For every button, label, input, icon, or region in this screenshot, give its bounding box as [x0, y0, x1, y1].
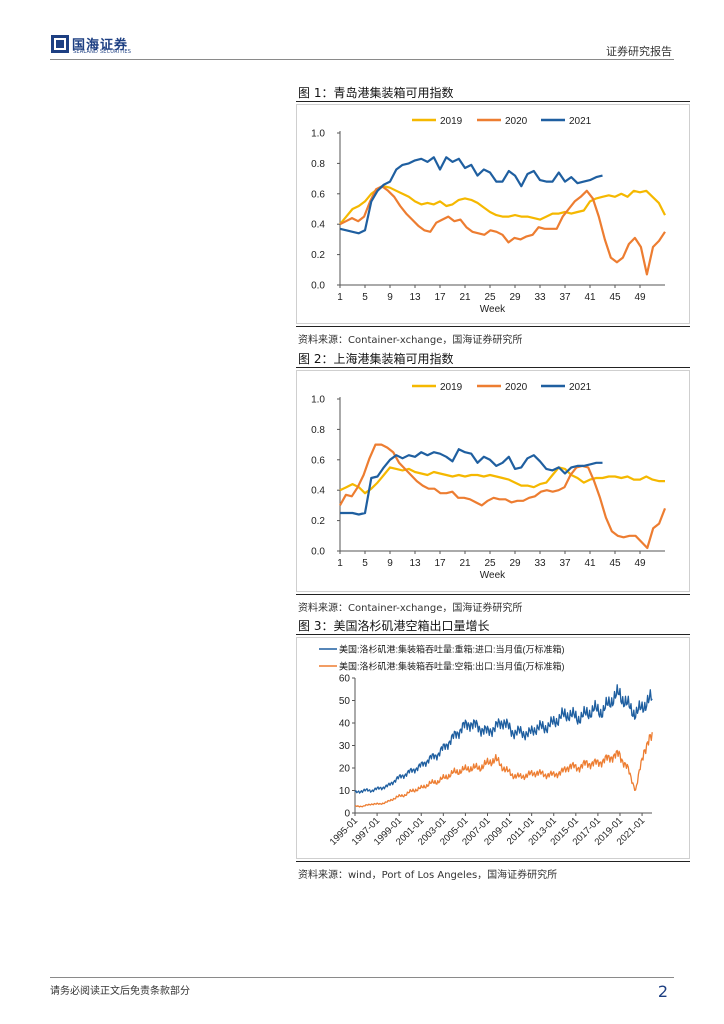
disclaimer-note: 请务必阅读正文后免责条款部分	[50, 986, 190, 997]
figure-3-title: 图 3：美国洛杉矶港空箱出口量增长	[298, 619, 490, 633]
fig2-y-tick-label: 0.0	[311, 547, 325, 558]
fig1-y-tick-label: 0.2	[311, 250, 325, 261]
fig3-y-tick-label: 0	[344, 809, 350, 820]
fig1-legend-label-2020: 2020	[505, 116, 528, 127]
fig2-x-tick-label: 41	[584, 558, 596, 569]
fig3-y-tick-label: 40	[339, 719, 351, 730]
fig1-y-tick-label: 0.4	[311, 220, 325, 231]
figure-2-chart-frame: 0.0 0.2 0.4 0.6 0.8 1.0 1 5 9 13 17 21 25 29 33 37 41 45 4…	[296, 370, 690, 592]
figure-1-top-rule	[296, 101, 690, 102]
fig1-x-tick-label: 25	[484, 292, 496, 303]
fig1-x-tick-label: 9	[387, 292, 393, 303]
fig2-x-tick-label: 49	[634, 558, 646, 569]
fig2-x-tick-label: 33	[534, 558, 546, 569]
fig2-x-tick-label: 17	[434, 558, 446, 569]
fig1-x-tick-label: 29	[509, 292, 521, 303]
fig1-x-tick-label: 17	[434, 292, 446, 303]
figure-1-bottom-rule	[296, 326, 690, 327]
fig2-x-tick-label: 9	[387, 558, 393, 569]
fig1-x-axis-title: Week	[480, 304, 506, 315]
figure-2-bottom-rule	[296, 594, 690, 595]
fig2-y-tick-label: 0.4	[311, 486, 325, 497]
fig2-x-tick-label: 13	[409, 558, 421, 569]
fig2-series-2021	[340, 448, 603, 516]
fig2-legend-label-2019: 2019	[440, 382, 463, 393]
fig3-series-1	[354, 732, 653, 808]
fig1-x-tick-label: 49	[634, 292, 646, 303]
fig2-y-tick-label: 0.8	[311, 425, 325, 436]
fig2-x-tick-label: 5	[362, 558, 368, 569]
fig1-series-2021	[339, 156, 603, 235]
fig1-y-tick-label: 0.8	[311, 159, 325, 170]
fig2-legend-label-2020: 2020	[505, 382, 528, 393]
header-divider	[50, 59, 674, 60]
fig2-x-tick-label: 25	[484, 558, 496, 569]
brand-logo: 国海证券 SEALAND SECURITIES	[50, 34, 150, 56]
report-type-label: 证券研究报告	[606, 45, 672, 58]
fig1-x-tick-label: 5	[362, 292, 368, 303]
fig3-y-tick-label: 30	[339, 741, 351, 752]
figure-3-top-rule	[296, 634, 690, 635]
fig1-y-tick-label: 0.6	[311, 189, 325, 200]
fig2-x-tick-label: 1	[337, 558, 343, 569]
figure-1-chart-frame: 0.0 0.2 0.4 0.6 0.8 1.0 1 5 9 13 17 21 25 29 33 37 41 45 4…	[296, 104, 690, 324]
logo-text: 国海证券	[72, 38, 129, 53]
fig2-legend-label-2021: 2021	[569, 382, 592, 393]
fig1-x-tick-label: 21	[459, 292, 471, 303]
fig1-legend-label-2021: 2021	[569, 116, 592, 127]
footer-divider	[50, 977, 674, 978]
figure-1-title: 图 1：青岛港集装箱可用指数	[298, 86, 454, 100]
fig2-series-2020	[339, 443, 667, 550]
fig1-series-2019	[339, 185, 666, 225]
fig3-legend-label-0: 美国:洛杉矶港:集装箱吞吐量:重箱:进口:当月值(万标准箱)	[339, 644, 565, 655]
page-number: 2	[657, 982, 668, 1001]
fig2-x-tick-label: 29	[509, 558, 521, 569]
fig2-series-2019	[339, 466, 665, 495]
figure-2-top-rule	[296, 367, 690, 368]
fig3-y-tick-label: 50	[339, 696, 351, 707]
fig1-series-2020	[339, 185, 666, 276]
fig1-legend-label-2019: 2019	[440, 116, 463, 127]
figure-3-chart-frame: 0 10 20 30 40 50 60 1995-01 1997-01 1999-01 2001-0…	[296, 637, 690, 859]
figure-1-source: 资料来源：Container-xchange，国海证券研究所	[298, 335, 523, 346]
fig2-x-tick-label: 45	[609, 558, 621, 569]
seal-icon	[51, 35, 69, 53]
fig3-legend-label-1: 美国:洛杉矶港:集装箱吞吐量:空箱:出口:当月值(万标准箱)	[339, 661, 565, 672]
fig2-x-axis-title: Week	[480, 570, 506, 581]
fig1-x-tick-label: 37	[559, 292, 571, 303]
fig2-x-tick-label: 37	[559, 558, 571, 569]
fig1-x-tick-label: 1	[337, 292, 343, 303]
la-port-container-chart: 01020304050601995-011997-011999-012001-0…	[319, 644, 653, 848]
fig1-y-tick-label: 0.0	[311, 281, 325, 292]
figure-3-bottom-rule	[296, 861, 690, 862]
fig1-x-tick-label: 41	[584, 292, 596, 303]
fig3-series-0	[354, 684, 653, 794]
fig1-x-tick-label: 13	[409, 292, 421, 303]
logo-subtext: SEALAND SECURITIES	[73, 49, 132, 55]
fig1-y-tick-label: 1.0	[311, 129, 325, 140]
fig2-y-tick-label: 0.2	[311, 516, 325, 527]
shanghai-availability-chart: 0.0 0.2 0.4 0.6 0.8 1.0 1 5 9 13 17 21 25 29 33 37 41 45 4…	[311, 382, 667, 581]
fig3-y-tick-label: 20	[339, 764, 351, 775]
fig2-y-tick-label: 0.6	[311, 455, 325, 466]
fig3-y-tick-label: 60	[339, 674, 351, 685]
figure-2-title: 图 2：上海港集装箱可用指数	[298, 352, 454, 366]
fig1-x-tick-label: 45	[609, 292, 621, 303]
fig2-y-tick-label: 1.0	[311, 395, 325, 406]
qingdao-availability-chart: 0.0 0.2 0.4 0.6 0.8 1.0 1 5 9 13 17 21 25 29 33 37 41 45 4…	[311, 116, 666, 315]
figure-2-source: 资料来源：Container-xchange，国海证券研究所	[298, 603, 523, 614]
fig2-x-tick-label: 21	[459, 558, 471, 569]
figure-3-source: 资料来源：wind，Port of Los Angeles，国海证券研究所	[298, 870, 558, 881]
fig3-y-tick-label: 10	[339, 786, 351, 797]
fig1-x-tick-label: 33	[534, 292, 546, 303]
